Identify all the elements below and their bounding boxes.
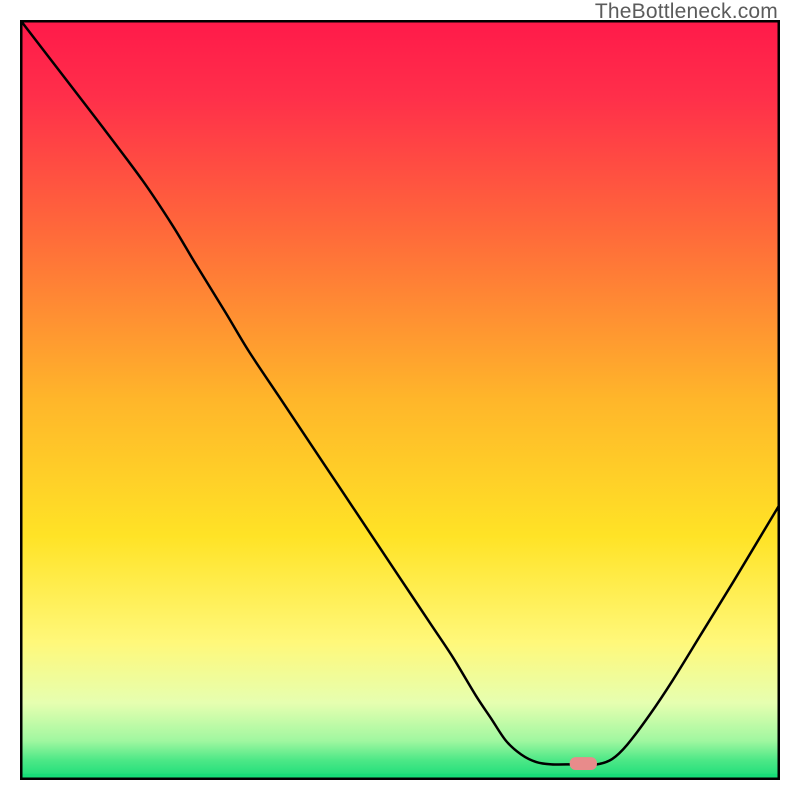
chart-svg (20, 20, 780, 780)
bottleneck-curve-chart (20, 20, 780, 780)
source-watermark: TheBottleneck.com (595, 0, 778, 24)
optimal-point-marker (570, 757, 597, 770)
